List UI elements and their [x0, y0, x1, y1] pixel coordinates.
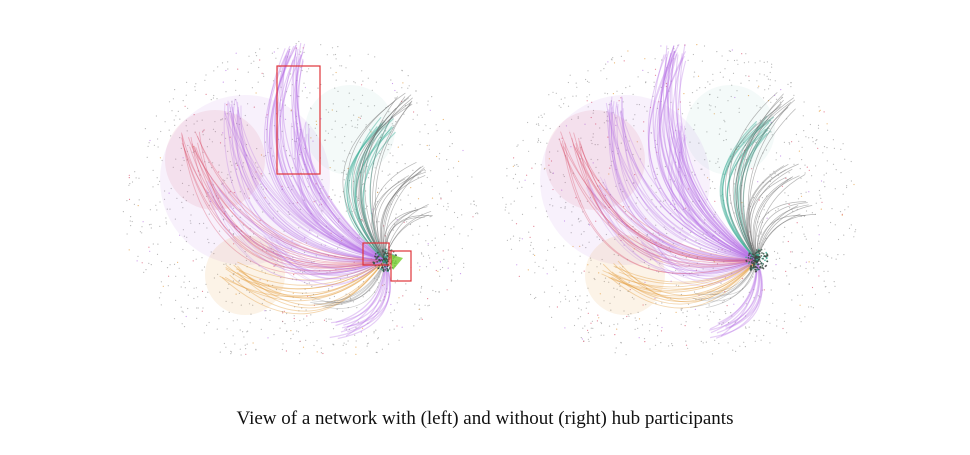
node-scatter: [502, 44, 857, 356]
node-scatter: [122, 40, 479, 356]
highlight-box-green: [390, 250, 412, 282]
network-without-hubs-graph: [502, 43, 857, 356]
edge-bundles: [558, 43, 816, 339]
highlight-boxes: [276, 65, 412, 282]
highlight-box-upper: [276, 65, 321, 175]
network-with-hubs-panel: [95, 10, 515, 380]
hub-core: [372, 248, 403, 273]
hub-core: [745, 248, 769, 273]
network-without-hubs-panel: [475, 10, 895, 380]
cluster-halos: [540, 85, 775, 315]
cluster-halos: [160, 85, 395, 315]
highlight-box-hub: [362, 242, 390, 266]
edge-bundles: [180, 42, 434, 340]
hub-cluster-green: [389, 254, 403, 270]
network-with-hubs-graph: [122, 40, 479, 356]
figure-caption: View of a network with (left) and withou…: [236, 408, 734, 429]
